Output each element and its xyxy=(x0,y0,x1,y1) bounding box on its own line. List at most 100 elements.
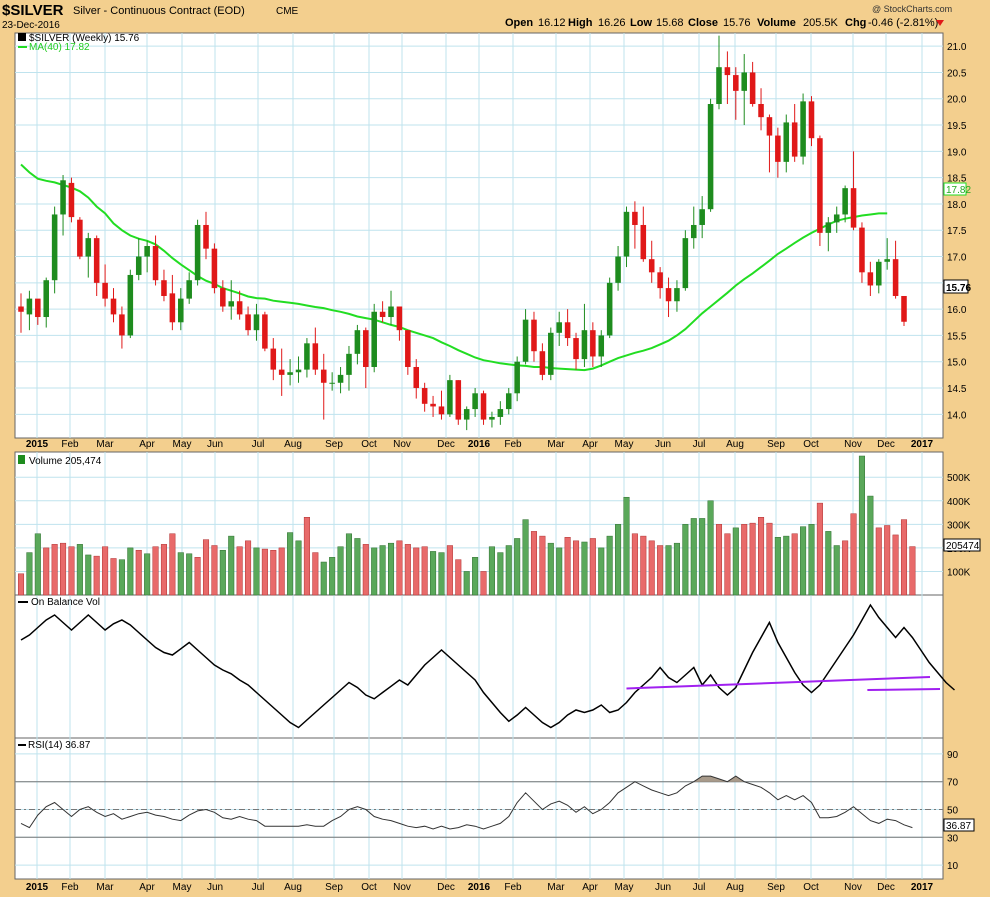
candle-body xyxy=(262,314,268,349)
candle-body xyxy=(648,259,655,273)
volume-bar xyxy=(783,535,790,596)
volume-legend-icon xyxy=(18,455,25,464)
candle-body xyxy=(716,67,722,105)
volume-bar xyxy=(236,546,243,596)
candle-body xyxy=(430,403,436,407)
volume-bar xyxy=(34,533,41,596)
candle-body xyxy=(463,409,470,420)
candle-body xyxy=(791,122,798,157)
volume-bar xyxy=(219,549,226,596)
volume-bar xyxy=(202,539,210,596)
volume-bar xyxy=(169,533,176,596)
volume-bar xyxy=(615,524,622,596)
y-tick-label: 19.5 xyxy=(947,121,967,132)
last-price-tag xyxy=(943,279,969,294)
x-tick-label: Aug xyxy=(284,882,302,893)
volume-bar xyxy=(842,540,849,596)
chart-date: 23-Dec-2016 xyxy=(2,20,60,31)
volume-bar xyxy=(118,559,125,596)
y-tick-label: 21.0 xyxy=(947,42,967,53)
candle-body xyxy=(337,374,344,383)
volume-bar xyxy=(127,547,134,596)
volume-bar xyxy=(505,545,512,596)
volume-bar xyxy=(909,546,916,596)
candle-body xyxy=(783,122,790,162)
volume-bar xyxy=(530,531,538,596)
x-tick-label: May xyxy=(173,882,192,893)
volume-bar xyxy=(287,532,294,596)
x-tick-label: 2015 xyxy=(26,882,49,893)
x-tick-label: Jul xyxy=(252,439,265,450)
candle-body xyxy=(388,306,394,318)
volume-bar xyxy=(404,544,411,596)
candle-body xyxy=(480,393,487,420)
obv-layer xyxy=(20,603,955,729)
x-tick-label: Jun xyxy=(655,439,671,450)
candle-body xyxy=(505,393,512,410)
x-tick-label: Aug xyxy=(726,439,744,450)
x-tick-label: Nov xyxy=(844,882,862,893)
volume-bar xyxy=(329,557,336,596)
symbol-description: Silver - Continuous Contract (EOD) xyxy=(73,5,245,17)
volume-bar xyxy=(766,522,773,596)
x-tick-label: Sep xyxy=(767,882,785,893)
candle-body xyxy=(26,298,33,315)
volume-bar xyxy=(337,546,344,596)
candle-body xyxy=(808,101,815,139)
x-tick-label: 2016 xyxy=(468,882,491,893)
candle-body xyxy=(522,319,529,362)
y-tick-label: 90 xyxy=(947,750,959,761)
volume-bar xyxy=(850,513,857,596)
volume-bar xyxy=(396,540,403,596)
y-tick-label: 70 xyxy=(947,778,959,789)
last-price-tag-text: 15.76 xyxy=(946,283,971,294)
candle-body xyxy=(901,295,907,322)
candle-body xyxy=(472,393,478,410)
volume-bar xyxy=(438,552,445,596)
x-tick-label: 2016 xyxy=(468,439,491,450)
volume-bar xyxy=(547,542,554,596)
volume-bar xyxy=(379,545,386,596)
candle-body xyxy=(304,343,310,370)
x-tick-label: 2017 xyxy=(911,439,934,450)
y-tick-label: 20.0 xyxy=(947,95,967,106)
volume-bar xyxy=(93,555,100,596)
volume-bar xyxy=(867,495,874,596)
candle-body xyxy=(110,298,117,315)
x-tick-label: Sep xyxy=(325,439,343,450)
candle-body xyxy=(438,406,445,415)
ma-value-tag-text: 17.82 xyxy=(946,185,971,196)
x-tick-label: Nov xyxy=(844,439,862,450)
candle-body xyxy=(850,188,857,228)
y-tick-label: 17.5 xyxy=(947,226,967,237)
volume-bar xyxy=(303,517,310,596)
volume-bar xyxy=(573,540,580,596)
candle-body xyxy=(220,288,226,307)
candle-body xyxy=(741,72,747,91)
x-tick-label: Feb xyxy=(61,439,79,450)
x-tick-label: Oct xyxy=(361,882,377,893)
candle-body xyxy=(514,361,520,394)
candle-body xyxy=(35,298,41,318)
candle-body xyxy=(766,117,773,136)
candle-body xyxy=(371,311,377,367)
rsi-value-tag xyxy=(943,818,975,832)
y-tick-label: 30 xyxy=(947,833,959,844)
x-tick-label: Feb xyxy=(61,882,79,893)
candle-body xyxy=(253,314,260,331)
candle-body xyxy=(556,322,562,333)
ma-legend: MA(40) 17.82 xyxy=(29,42,90,53)
x-tick-label: Jun xyxy=(207,882,223,893)
volume-bar xyxy=(539,535,546,596)
candle-body xyxy=(842,188,848,215)
candle-body xyxy=(699,209,705,225)
obv-line xyxy=(20,603,955,729)
candle-body xyxy=(421,388,428,404)
volume-bar xyxy=(320,561,327,596)
candle-body xyxy=(161,280,167,296)
volume-bar xyxy=(387,542,395,596)
volume-bar xyxy=(68,546,75,596)
x-tick-label: Mar xyxy=(96,439,114,450)
volume-bar xyxy=(774,537,781,596)
candle-body xyxy=(867,272,874,286)
